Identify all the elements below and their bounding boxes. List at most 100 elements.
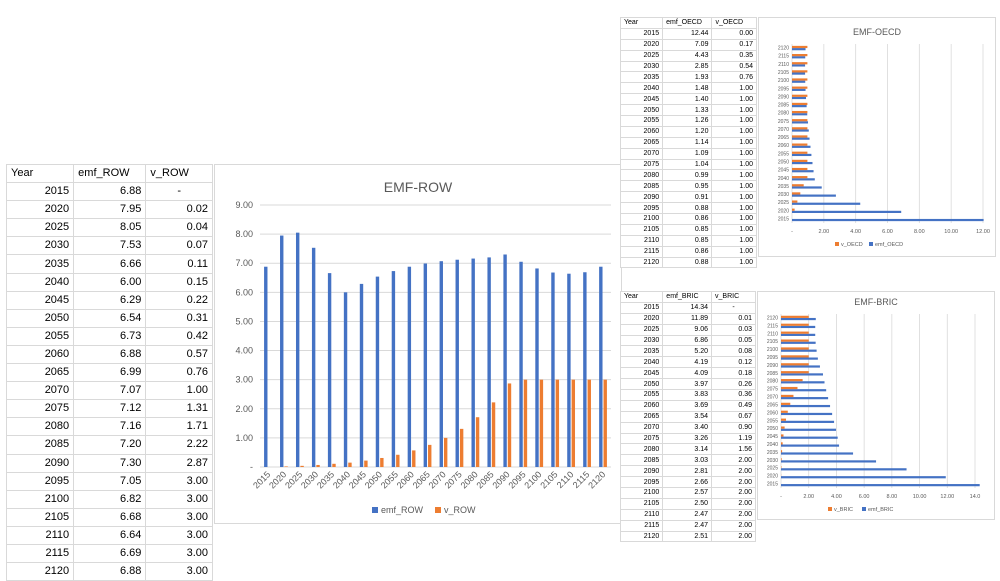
bric-column-header: emf_BRIC [663,292,712,303]
emf_BRIC-bar [781,326,815,328]
table-cell: 0.86 [663,246,712,257]
table-cell: 2040 [621,357,663,368]
table-cell: 7.12 [74,400,146,418]
v-row-bar [380,458,383,467]
emf_OECD-bar [792,97,806,99]
table-cell: 0.36 [712,390,756,401]
emf_BRIC-bar [781,373,823,375]
x-tick-label: 6.00 [882,229,893,235]
table-cell: 1.00 [712,224,757,235]
emf_OECD-bar [792,211,901,213]
table-cell: 0.12 [712,357,756,368]
table-cell: 2070 [7,382,74,400]
v_BRIC-bar [781,419,786,421]
table-cell: 4.43 [663,50,712,61]
v-row-bar [332,464,335,467]
y-tick-label: 2120 [767,315,778,321]
emf_OECD-bar [792,64,805,66]
emf-row-bar [360,284,363,467]
x-tick-label: 2105 [538,469,559,490]
emf_OECD-bar [792,121,808,123]
emf-row-bar [567,274,570,467]
table-cell: 2.00 [712,477,756,488]
table-cell: 1.00 [146,382,213,400]
table-cell: 7.20 [74,436,146,454]
v_OECD-bar [792,176,807,178]
v_BRIC-bar [781,450,782,452]
table-cell: 1.56 [712,444,756,455]
x-tick-label: 2060 [395,469,416,490]
table-cell: 2.57 [663,488,712,499]
table-cell: 2030 [621,335,663,346]
row-column-header: emf_ROW [74,165,146,183]
y-tick-label: 2065 [767,402,778,408]
y-tick-label: 2060 [767,410,778,416]
x-tick-label: 8.00 [886,494,897,500]
table-cell: 2.00 [712,488,756,499]
y-tick-label: - [250,462,253,472]
table-cell: 0.04 [146,219,213,237]
table-cell: 2065 [621,137,663,148]
table-cell: 1.09 [663,148,712,159]
emf-row-bar [408,267,411,467]
v-row-bar [396,455,399,467]
x-tick-label: 10.00 [913,494,927,500]
table-cell: 2060 [7,345,74,363]
table-cell: 0.90 [712,422,756,433]
bric-column-header: Year [621,292,663,303]
y-tick-label: 2120 [778,46,789,52]
x-tick-label: 10.00 [944,229,958,235]
table-cell: 7.53 [74,237,146,255]
x-tick-label: 2090 [490,469,511,490]
x-tick-label: 4.00 [850,229,861,235]
legend-label-emf-row: emf_ROW [381,505,424,515]
y-tick-label: 2080 [778,111,789,117]
table-cell: 0.31 [146,309,213,327]
y-tick-label: 2095 [778,86,789,92]
emf_OECD-bar [792,195,836,197]
y-tick-label: 2070 [778,127,789,133]
table-cell: 2110 [7,526,74,544]
y-tick-label: 6.00 [235,287,253,297]
table-cell: 0.85 [663,224,712,235]
table-cell: 0.35 [712,50,757,61]
table-cell: 2.00 [712,509,756,520]
x-tick-label: 2.00 [803,494,814,500]
table-cell: 2100 [7,490,74,508]
v_OECD-bar [792,127,807,129]
table-cell: 1.20 [663,126,712,137]
table-cell: 0.49 [712,400,756,411]
table-cell: 2045 [621,94,663,105]
table-cell: 4.19 [663,357,712,368]
table-cell: 2115 [7,544,74,562]
bric-column-header: v_BRIC [712,292,756,303]
table-cell: 6.54 [74,309,146,327]
v_OECD-bar [792,184,804,186]
emf-row-bar [264,267,267,467]
table-cell: 1.00 [712,246,757,257]
x-tick-label: 2055 [379,469,400,490]
table-cell: 9.06 [663,324,712,335]
y-tick-label: 2110 [767,331,778,337]
emf_BRIC-bar [781,350,817,352]
y-tick-label: 2085 [778,103,789,109]
